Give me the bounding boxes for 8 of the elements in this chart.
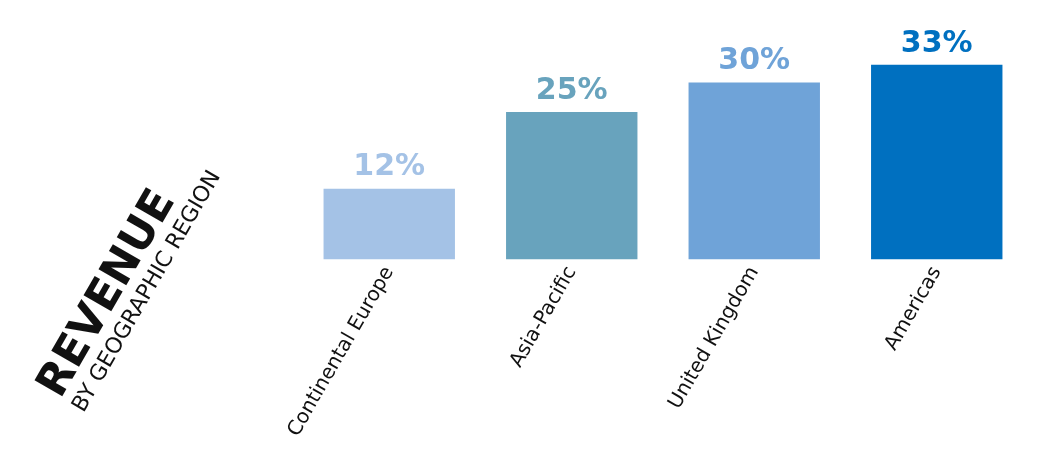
data-label: 12% [353,147,426,183]
bar [688,82,820,260]
data-label: 33% [900,23,973,59]
bar [506,112,638,260]
bar [323,188,455,260]
data-label: 30% [718,41,791,77]
bar [871,64,1003,260]
data-label: 25% [535,70,608,106]
